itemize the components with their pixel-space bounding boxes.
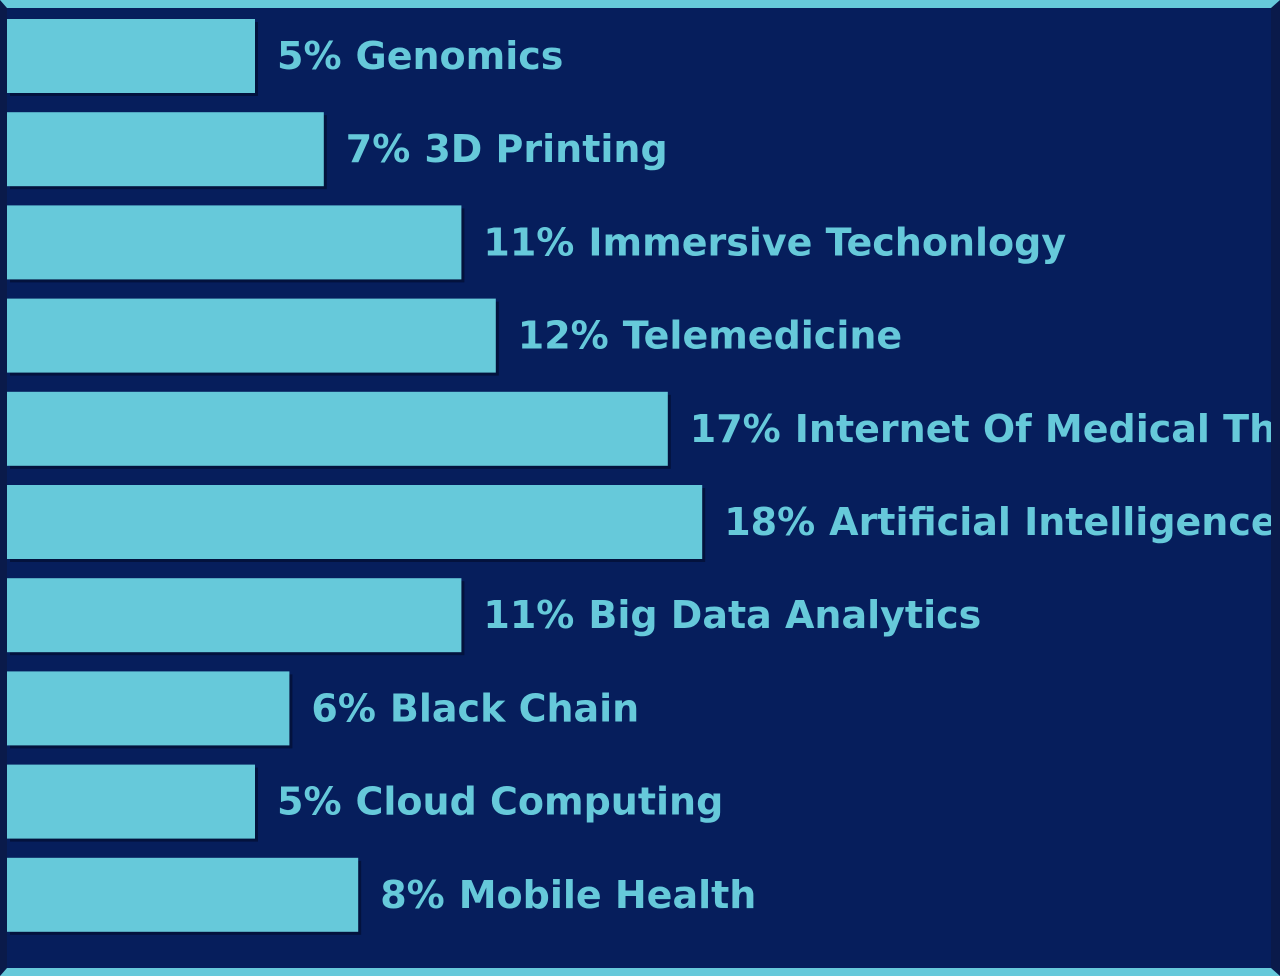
bar-value-label: 18% (724, 500, 815, 544)
bar-label: 8% Mobile Health (380, 873, 756, 917)
bar-chart: 5% Genomics 7% 3D Printing 11% Immersive Tech… (7, 19, 1271, 935)
bar-value-label: 17% (690, 407, 781, 451)
bar-internet-of-medical-things (7, 391, 668, 466)
bar-black-chain (7, 671, 290, 746)
bar-category-label: Genomics (356, 34, 564, 78)
bar-category-label: Mobile Health (459, 873, 757, 917)
bar-value-label: 5% (277, 34, 342, 78)
bar-value-label: 8% (380, 873, 445, 917)
bar-category-label: Artificial Intelligence (829, 500, 1271, 544)
bar-label: 11% Big Data Analytics (483, 593, 981, 637)
bar-label: 18% Artificial Intelligence (724, 500, 1271, 544)
bar-category-label: 3D Printing (424, 127, 667, 171)
bar-label: 17% Internet Of Medical Things (690, 407, 1271, 451)
bar-label: 5% Cloud Computing (277, 780, 723, 824)
bar-category-label: Cloud Computing (356, 780, 724, 824)
bar-value-label: 7% (346, 127, 411, 171)
bar-big-data-analytics (7, 578, 462, 653)
bar-category-label: Immersive Techonlogy (588, 220, 1066, 264)
bar-label: 6% Black Chain (311, 686, 639, 730)
bar-telemedicine (7, 298, 496, 373)
bar-category-label: Internet Of Medical Things (795, 407, 1271, 451)
bar-label: 12% Telemedicine (518, 314, 902, 358)
bar-value-label: 6% (311, 686, 376, 730)
bar-genomics (7, 19, 255, 93)
bar-3d-printing (7, 112, 324, 187)
bar-mobile-health (7, 857, 359, 932)
bar-value-label: 12% (518, 314, 609, 358)
bar-label: 5% Genomics (277, 34, 563, 78)
bar-immersive-techonlogy (7, 205, 462, 280)
bar-value-label: 5% (277, 780, 342, 824)
bar-category-label: Telemedicine (623, 314, 902, 358)
bar-label: 11% Immersive Techonlogy (483, 220, 1066, 264)
bar-cloud-computing (7, 764, 255, 839)
bar-label: 7% 3D Printing (346, 127, 668, 171)
bar-value-label: 11% (483, 220, 574, 264)
bar-category-label: Black Chain (390, 686, 639, 730)
bar-artificial-intelligence (7, 485, 703, 559)
bar-value-label: 11% (483, 593, 574, 637)
bar-category-label: Big Data Analytics (588, 593, 981, 637)
